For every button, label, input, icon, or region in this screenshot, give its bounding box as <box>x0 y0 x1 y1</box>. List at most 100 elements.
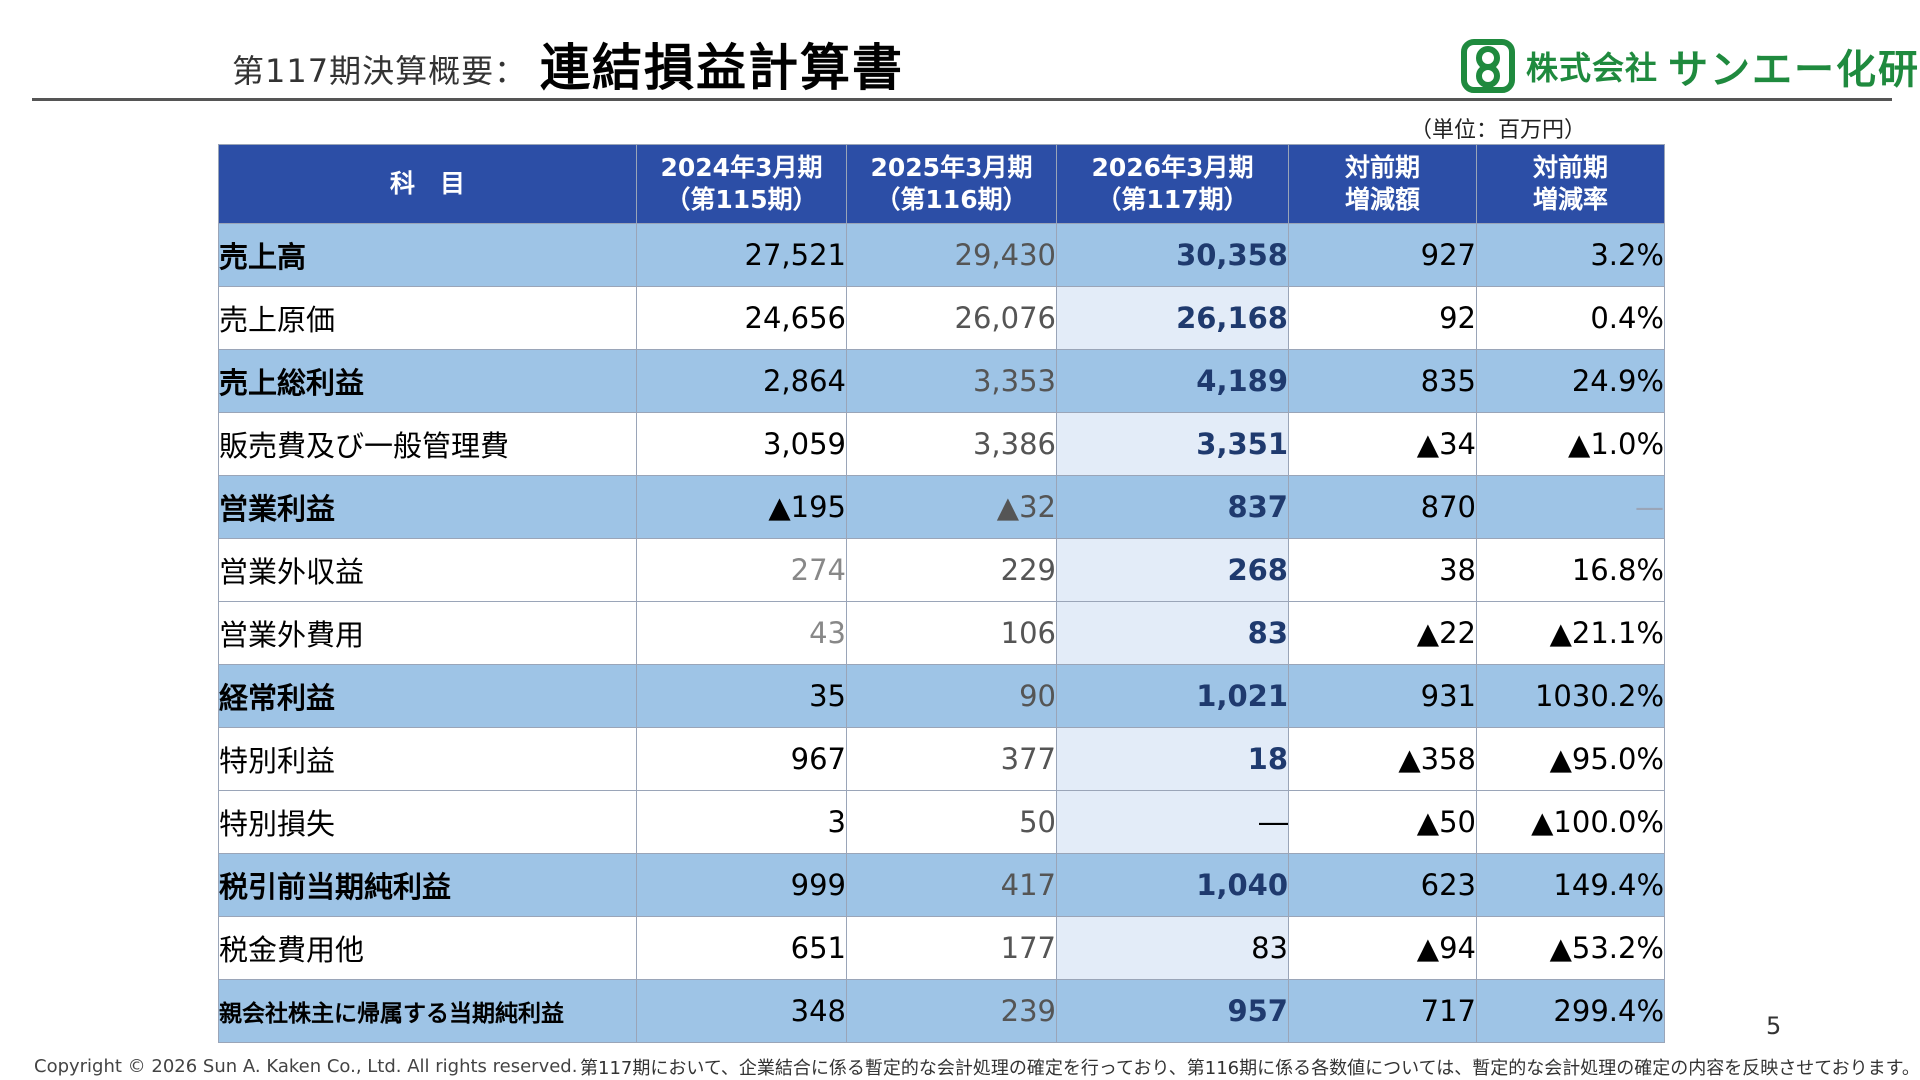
table-row: 税金費用他 651 177 83 ▲94 ▲53.2% <box>218 916 1665 980</box>
value-diff: 927 <box>1288 223 1477 287</box>
header-fy115: 2024年3月期 （第115期） <box>636 144 847 224</box>
value-fy116: 29,430 <box>846 223 1057 287</box>
value-fy117: 26,168 <box>1056 286 1289 350</box>
row-label: 売上原価 <box>218 286 637 350</box>
value-fy115: 651 <box>636 916 847 980</box>
value-fy115: 43 <box>636 601 847 665</box>
value-fy115: 3 <box>636 790 847 854</box>
value-fy116: 3,353 <box>846 349 1057 413</box>
income-statement-table: 科 目 2024年3月期 （第115期） 2025年3月期 （第116期） 2026… <box>218 144 1665 1043</box>
value-diff: 931 <box>1288 664 1477 728</box>
value-fy115: 24,656 <box>636 286 847 350</box>
value-fy115: 2,864 <box>636 349 847 413</box>
value-fy117: 4,189 <box>1056 349 1289 413</box>
company-logo-text-2: サンエー化研 <box>1668 47 1920 93</box>
row-label: 売上高 <box>218 223 637 287</box>
company-logo: 株式会社 サンエー化研 <box>1460 38 1920 94</box>
company-logo-icon <box>1461 39 1515 93</box>
header-yoy-diff: 対前期 増減額 <box>1288 144 1477 224</box>
value-rate: 149.4% <box>1476 853 1665 917</box>
value-fy116: 50 <box>846 790 1057 854</box>
value-fy116: 106 <box>846 601 1057 665</box>
value-fy117: 1,021 <box>1056 664 1289 728</box>
row-label: 販売費及び一般管理費 <box>218 412 637 476</box>
value-rate: 0.4% <box>1476 286 1665 350</box>
value-fy117: 83 <box>1056 916 1289 980</box>
value-diff: ▲50 <box>1288 790 1477 854</box>
copyright-text: Copyright © 2026 Sun A. Kaken Co., Ltd. … <box>34 1056 578 1077</box>
value-fy115: 274 <box>636 538 847 602</box>
table-row: 営業外費用 43 106 83 ▲22 ▲21.1% <box>218 601 1665 665</box>
company-logo-text-1: 株式会社 <box>1526 49 1659 87</box>
value-diff: ▲34 <box>1288 412 1477 476</box>
value-diff: 835 <box>1288 349 1477 413</box>
value-diff: 38 <box>1288 538 1477 602</box>
value-fy117: 957 <box>1056 979 1289 1043</box>
value-fy116: 3,386 <box>846 412 1057 476</box>
value-rate: 16.8% <box>1476 538 1665 602</box>
row-label: 営業外収益 <box>218 538 637 602</box>
table-row: 営業利益 ▲195 ▲32 837 870 — <box>218 475 1665 539</box>
value-diff: 717 <box>1288 979 1477 1043</box>
value-fy117: 1,040 <box>1056 853 1289 917</box>
value-fy116: ▲32 <box>846 475 1057 539</box>
value-diff: 870 <box>1288 475 1477 539</box>
footnote-text: 第117期において、企業結合に係る暫定的な会計処理の確定を行っており、第116期… <box>580 1058 1920 1079</box>
row-label: 経常利益 <box>218 664 637 728</box>
unit-label: （単位：百万円） <box>1410 118 1587 143</box>
value-fy117: 268 <box>1056 538 1289 602</box>
table-header-row: 科 目 2024年3月期 （第115期） 2025年3月期 （第116期） 2026… <box>218 144 1665 224</box>
value-rate: 1030.2% <box>1476 664 1665 728</box>
value-fy115: 27,521 <box>636 223 847 287</box>
page-title: 連結損益計算書 <box>540 39 904 97</box>
row-label: 営業利益 <box>218 475 637 539</box>
value-fy115: ▲195 <box>636 475 847 539</box>
value-fy116: 377 <box>846 727 1057 791</box>
table-row: 売上総利益 2,864 3,353 4,189 835 24.9% <box>218 349 1665 413</box>
value-fy117: ― <box>1056 790 1289 854</box>
table-row: 特別利益 967 377 18 ▲358 ▲95.0% <box>218 727 1665 791</box>
value-fy116: 177 <box>846 916 1057 980</box>
value-rate: ▲100.0% <box>1476 790 1665 854</box>
value-fy116: 229 <box>846 538 1057 602</box>
value-fy115: 967 <box>636 727 847 791</box>
table-row: 経常利益 35 90 1,021 931 1030.2% <box>218 664 1665 728</box>
value-rate: 299.4% <box>1476 979 1665 1043</box>
value-rate: ▲53.2% <box>1476 916 1665 980</box>
value-fy115: 348 <box>636 979 847 1043</box>
value-rate: 3.2% <box>1476 223 1665 287</box>
value-fy116: 90 <box>846 664 1057 728</box>
value-fy116: 417 <box>846 853 1057 917</box>
header-divider <box>32 98 1892 101</box>
page-number: 5 <box>1766 1012 1782 1040</box>
value-fy116: 26,076 <box>846 286 1057 350</box>
value-fy115: 35 <box>636 664 847 728</box>
table-row: 販売費及び一般管理費 3,059 3,386 3,351 ▲34 ▲1.0% <box>218 412 1665 476</box>
value-fy117: 18 <box>1056 727 1289 791</box>
value-rate: ▲1.0% <box>1476 412 1665 476</box>
value-diff: ▲94 <box>1288 916 1477 980</box>
row-label: 税引前当期純利益 <box>218 853 637 917</box>
value-fy117: 30,358 <box>1056 223 1289 287</box>
header-fy117: 2026年3月期 （第117期） <box>1056 144 1289 224</box>
row-label: 特別損失 <box>218 790 637 854</box>
value-rate: ▲21.1% <box>1476 601 1665 665</box>
page-subtitle: 第117期決算概要： <box>232 52 528 90</box>
value-diff: ▲22 <box>1288 601 1477 665</box>
header-fy116: 2025年3月期 （第116期） <box>846 144 1057 224</box>
value-fy117: 83 <box>1056 601 1289 665</box>
header-account: 科 目 <box>218 144 637 224</box>
row-label: 売上総利益 <box>218 349 637 413</box>
table-row: 営業外収益 274 229 268 38 16.8% <box>218 538 1665 602</box>
table-row: 親会社株主に帰属する当期純利益 348 239 957 717 299.4% <box>218 979 1665 1043</box>
value-fy115: 3,059 <box>636 412 847 476</box>
row-label: 親会社株主に帰属する当期純利益 <box>218 979 637 1043</box>
value-diff: ▲358 <box>1288 727 1477 791</box>
row-label: 税金費用他 <box>218 916 637 980</box>
value-fy117: 837 <box>1056 475 1289 539</box>
table-row: 売上高 27,521 29,430 30,358 927 3.2% <box>218 223 1665 287</box>
row-label: 営業外費用 <box>218 601 637 665</box>
value-diff: 92 <box>1288 286 1477 350</box>
table-row: 売上原価 24,656 26,076 26,168 92 0.4% <box>218 286 1665 350</box>
value-rate: ▲95.0% <box>1476 727 1665 791</box>
